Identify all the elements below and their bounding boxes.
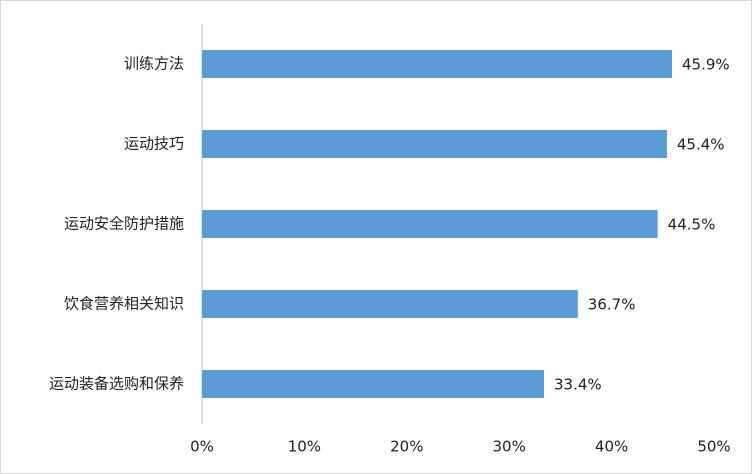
x-tick-label: 0%: [190, 438, 214, 456]
x-tick-label: 50%: [697, 438, 730, 456]
y-tick-label: 运动安全防护措施: [64, 215, 184, 233]
x-tick-label: 10%: [288, 438, 321, 456]
y-tick-label: 饮食营养相关知识: [64, 295, 184, 313]
bar: [202, 290, 578, 318]
data-label: 45.4%: [677, 136, 725, 154]
data-label: 33.4%: [554, 376, 602, 394]
x-tick-label: 30%: [493, 438, 526, 456]
bar: [202, 50, 673, 78]
bar: [202, 210, 658, 238]
y-tick-label: 训练方法: [124, 55, 184, 73]
bar: [202, 370, 545, 398]
data-label: 44.5%: [668, 216, 716, 234]
data-label: 36.7%: [588, 296, 636, 314]
x-tick-label: 20%: [390, 438, 423, 456]
y-tick-label: 运动技巧: [124, 135, 184, 153]
y-tick-label: 运动装备选购和保养: [49, 375, 184, 393]
x-tick-label: 40%: [595, 438, 628, 456]
data-label: 45.9%: [682, 56, 730, 74]
bar: [202, 130, 667, 158]
